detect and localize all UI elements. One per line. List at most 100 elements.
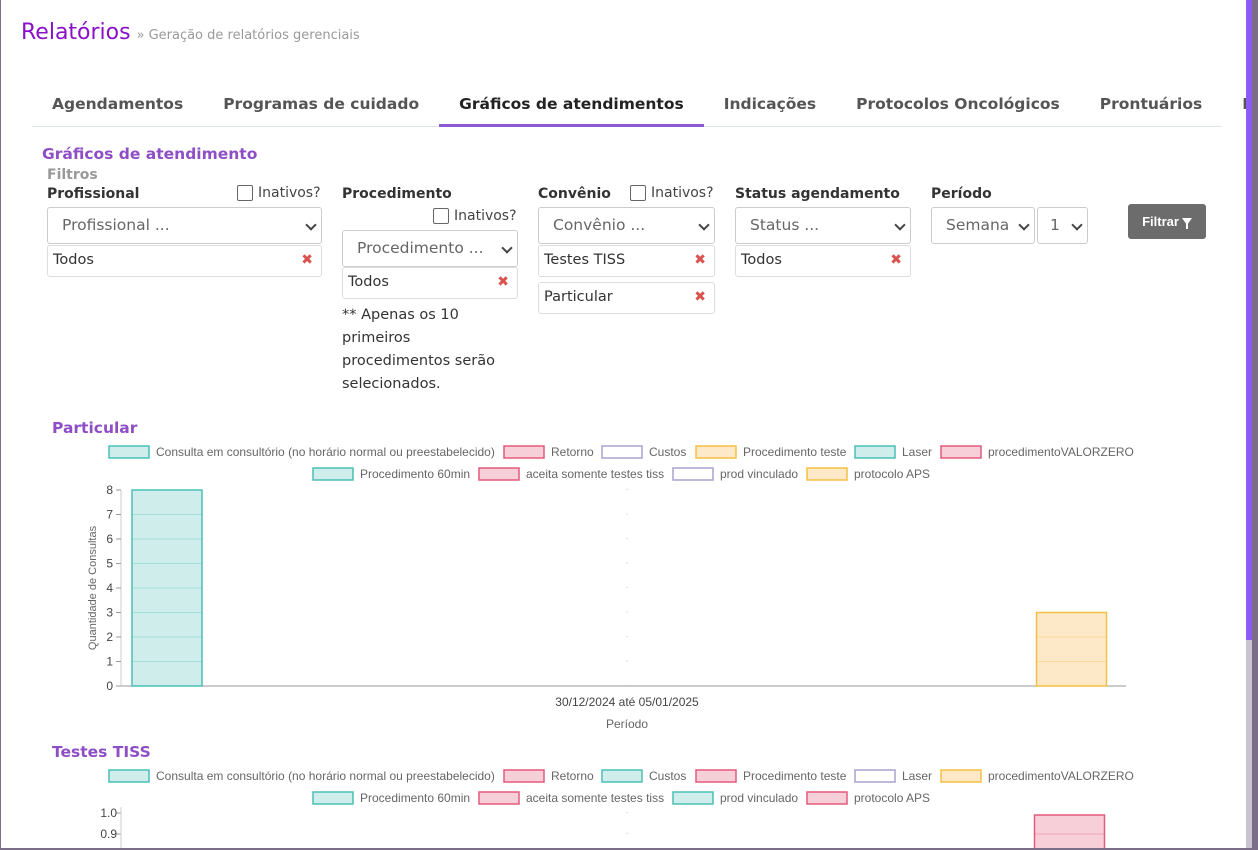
legend-swatch — [312, 467, 354, 481]
profissional-inativos-checkbox[interactable]: Inativos? — [237, 185, 321, 201]
tab-programas-de-cuidado[interactable]: Programas de cuidado — [223, 95, 420, 113]
periodo-count-value: 1 — [1050, 216, 1060, 234]
tab-prontuarios[interactable]: Prontuários — [1099, 95, 1203, 113]
legend-swatch — [503, 769, 545, 783]
legend-swatch — [601, 445, 643, 459]
y-tick-label: 0.9 — [100, 827, 117, 841]
chart-title-particular: Particular — [52, 419, 138, 437]
legend-label: procedimentoVALORZERO — [988, 769, 1134, 783]
periodo-type-select[interactable]: Semana — [931, 207, 1035, 244]
chevron-down-icon — [1071, 219, 1083, 231]
legend-swatch — [601, 769, 643, 783]
remove-tag-icon[interactable]: ✖ — [694, 289, 706, 305]
chart-testes-tiss: Consulta em consultório (no horário norm… — [100, 769, 1134, 848]
tab-graficos-de-atendimentos[interactable]: Gráficos de atendimentos — [439, 86, 704, 127]
report-tabs: Agendamentos Programas de cuidado Gráfic… — [32, 86, 1252, 127]
y-tick-label: 1.0 — [100, 806, 117, 820]
legend-swatch — [108, 445, 150, 459]
y-tick-label: 4 — [106, 581, 113, 595]
status-tag-todos: Todos ✖ — [735, 245, 911, 277]
checkbox-box[interactable] — [433, 208, 449, 224]
tab-protocolos-oncologicos[interactable]: Protocolos Oncológicos — [856, 95, 1060, 113]
scrollbar-track[interactable] — [1246, 640, 1252, 848]
legend-swatch — [854, 769, 896, 783]
filters-heading: Filtros — [47, 167, 98, 183]
legend-swatch — [806, 791, 848, 805]
legend-label: Procedimento teste — [743, 445, 847, 459]
procedimento-label: Procedimento — [342, 186, 452, 202]
convenio-tag-particular: Particular ✖ — [538, 282, 715, 314]
y-axis-title: Quantidade de Consultas — [87, 525, 99, 650]
y-tick-label: 1 — [106, 655, 113, 669]
tag-label: Todos — [53, 252, 94, 268]
legend-label: Consulta em consultório (no horário norm… — [156, 445, 495, 459]
tab-agendamentos[interactable]: Agendamentos — [52, 95, 184, 113]
bar — [131, 489, 203, 687]
tag-label: Testes TISS — [544, 252, 626, 268]
y-tick-label: 8 — [106, 483, 113, 497]
procedimento-select-value: Procedimento ... — [357, 239, 484, 257]
convenio-tag-testes-tiss: Testes TISS ✖ — [538, 245, 715, 277]
legend-swatch — [478, 791, 520, 805]
convenio-label: Convênio — [538, 186, 611, 202]
scrollbar-thumb[interactable] — [1246, 0, 1252, 640]
chevron-down-icon — [305, 219, 317, 231]
y-tick-label: 0 — [106, 679, 113, 693]
procedimento-inativos-checkbox[interactable]: Inativos? — [433, 208, 517, 224]
page-header: Relatórios » Geração de relatórios geren… — [21, 20, 360, 45]
legend-label: procedimentoVALORZERO — [988, 445, 1134, 459]
legend-label: Procedimento 60min — [360, 467, 470, 481]
legend-label: Laser — [902, 445, 932, 459]
tag-label: Todos — [348, 274, 389, 290]
periodo-count-select[interactable]: 1 — [1037, 207, 1088, 244]
status-label: Status agendamento — [735, 186, 900, 202]
profissional-select[interactable]: Profissional ... — [47, 207, 322, 244]
tag-label: Todos — [741, 252, 782, 268]
x-category-label: 30/12/2024 até 05/01/2025 — [555, 695, 699, 709]
legend-label: aceita somente testes tiss — [526, 791, 664, 805]
remove-tag-icon[interactable]: ✖ — [497, 274, 509, 290]
legend-swatch — [940, 445, 982, 459]
bar — [1035, 611, 1108, 687]
y-tick-label: 5 — [106, 557, 113, 571]
profissional-tag-todos: Todos ✖ — [47, 245, 322, 277]
remove-tag-icon[interactable]: ✖ — [694, 252, 706, 268]
remove-tag-icon[interactable]: ✖ — [890, 252, 902, 268]
filter-icon — [1181, 218, 1192, 229]
procedimento-select[interactable]: Procedimento ... — [342, 230, 518, 267]
legend-label: protocolo APS — [854, 467, 930, 481]
periodo-type-value: Semana — [946, 216, 1010, 234]
profissional-label: Profissional — [47, 186, 140, 202]
checkbox-box[interactable] — [630, 185, 646, 201]
legend-swatch — [672, 467, 714, 481]
profissional-select-value: Profissional ... — [62, 216, 170, 234]
checkbox-box[interactable] — [237, 185, 253, 201]
legend-swatch — [108, 769, 150, 783]
chart-particular: Consulta em consultório (no horário norm… — [87, 445, 1134, 731]
chevron-down-icon — [698, 219, 710, 231]
y-tick-label: 3 — [106, 606, 113, 620]
legend-label: Procedimento teste — [743, 769, 847, 783]
convenio-inativos-checkbox[interactable]: Inativos? — [630, 185, 714, 201]
remove-tag-icon[interactable]: ✖ — [301, 252, 313, 268]
legend-label: Procedimento 60min — [360, 791, 470, 805]
legend-label: prod vinculado — [720, 467, 798, 481]
tab-indicacoes[interactable]: Indicações — [723, 95, 817, 113]
legend-swatch — [940, 769, 982, 783]
legend-label: protocolo APS — [854, 791, 930, 805]
x-axis-title: Período — [606, 717, 648, 731]
filtrar-button[interactable]: Filtrar — [1128, 204, 1206, 239]
convenio-select-value: Convênio ... — [553, 216, 646, 234]
y-tick-label: 2 — [106, 630, 113, 644]
procedimento-inativos-label: Inativos? — [454, 208, 517, 224]
legend-swatch — [312, 791, 354, 805]
page-title: Relatórios — [21, 20, 131, 45]
procedimento-tag-todos: Todos ✖ — [342, 267, 518, 299]
legend-label: Retorno — [551, 445, 594, 459]
legend-label: Consulta em consultório (no horário norm… — [156, 769, 495, 783]
tag-label: Particular — [544, 289, 613, 305]
convenio-select[interactable]: Convênio ... — [538, 207, 715, 244]
status-select[interactable]: Status ... — [735, 207, 911, 244]
legend-label: prod vinculado — [720, 791, 798, 805]
